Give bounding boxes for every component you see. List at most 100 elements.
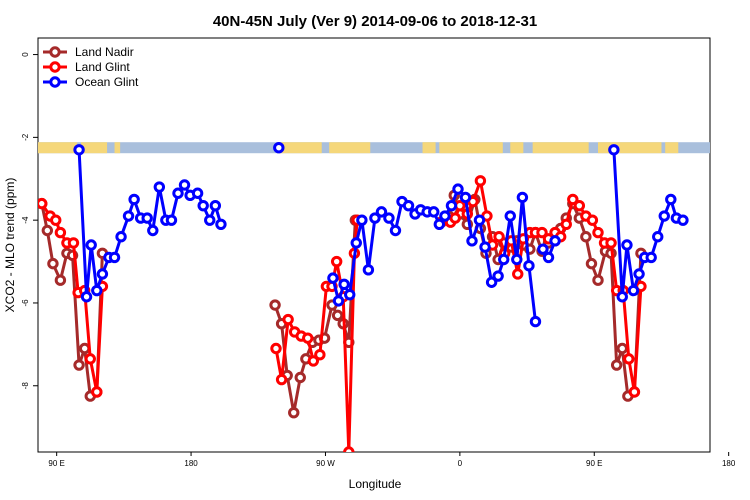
data-point-land-glint [38, 197, 48, 210]
data-point-land-glint [67, 237, 80, 249]
legend-label-ocean-glint: Ocean Glint [75, 75, 139, 89]
land-strip-segment [439, 142, 503, 154]
data-point-land-glint [282, 313, 294, 326]
data-point-ocean-glint [652, 231, 664, 243]
data-point-ocean-glint [529, 315, 542, 328]
data-point-ocean-glint [542, 251, 555, 264]
data-point-ocean-glint [402, 199, 415, 212]
land-strip-segment [510, 142, 524, 154]
land-strip-segment [598, 142, 662, 154]
y-tick-label: -6 [21, 299, 30, 307]
y-tick-label: -8 [21, 382, 30, 390]
land-strip-segment [80, 142, 108, 154]
data-point-ocean-glint [473, 214, 486, 226]
data-point-ocean-glint [338, 278, 350, 291]
data-point-ocean-glint [511, 253, 523, 266]
data-point-ocean-glint [504, 210, 516, 222]
data-point-land-nadir [294, 371, 306, 384]
data-point-land-nadir [585, 257, 598, 270]
data-point-ocean-glint [616, 291, 628, 303]
land-strip-segment [532, 142, 589, 154]
data-point-land-glint [343, 446, 355, 452]
data-point-ocean-glint [273, 142, 285, 154]
data-point-ocean-glint [633, 268, 645, 280]
data-point-ocean-glint [537, 243, 549, 255]
data-point-ocean-glint [523, 260, 535, 272]
data-point-ocean-glint [147, 224, 159, 237]
data-point-ocean-glint [215, 218, 227, 231]
data-point-ocean-glint [344, 288, 356, 301]
x-tick-label: 180 [722, 459, 736, 468]
data-point-land-glint [330, 255, 343, 268]
data-point-ocean-glint [516, 191, 529, 204]
series-layer [38, 142, 689, 452]
data-point-ocean-glint [492, 270, 504, 282]
data-point-ocean-glint [96, 268, 109, 280]
data-point-land-glint [302, 332, 314, 344]
y-tick-label: -2 [21, 133, 30, 141]
land-strip-segment [329, 142, 371, 154]
data-point-ocean-glint [677, 214, 689, 226]
data-point-ocean-glint [375, 206, 388, 218]
data-point-ocean-glint [452, 183, 464, 195]
data-point-land-glint [449, 212, 461, 224]
data-point-ocean-glint [141, 212, 153, 224]
data-point-ocean-glint [350, 237, 362, 249]
data-point-ocean-glint [608, 144, 620, 156]
legend-marker-land-nadir [49, 46, 61, 58]
land-ocean-strip [38, 142, 710, 154]
data-point-land-glint [474, 175, 487, 187]
data-point-land-nadir [580, 231, 592, 243]
chart-title: 40N-45N July (Ver 9) 2014-09-06 to 2018-… [213, 13, 537, 30]
data-point-ocean-glint [389, 224, 402, 237]
data-point-land-nadir [616, 342, 628, 355]
land-strip-segment [276, 142, 322, 154]
data-point-ocean-glint [191, 187, 204, 199]
data-point-ocean-glint [197, 199, 209, 212]
x-tick-label: 90 E [48, 459, 64, 468]
data-point-ocean-glint [165, 214, 178, 226]
x-tick-label: 90 E [586, 459, 602, 468]
data-point-ocean-glint [439, 210, 451, 222]
data-point-land-glint [84, 353, 96, 365]
data-point-land-nadir [54, 274, 67, 286]
plot-frame [37, 37, 711, 453]
data-point-ocean-glint [80, 291, 93, 303]
data-point-ocean-glint [445, 199, 458, 212]
x-tick-label: 180 [184, 459, 198, 468]
data-point-land-glint [91, 386, 103, 398]
data-point-ocean-glint [383, 212, 395, 224]
data-point-ocean-glint [362, 264, 375, 276]
data-point-ocean-glint [178, 179, 191, 191]
data-point-land-nadir [592, 274, 604, 286]
data-point-land-glint [567, 193, 579, 206]
data-point-land-glint [605, 237, 617, 249]
data-point-ocean-glint [459, 191, 472, 204]
land-strip-segment [422, 142, 436, 154]
data-point-ocean-glint [369, 212, 381, 224]
data-point-ocean-glint [479, 241, 491, 253]
land-strip-segment [38, 142, 78, 154]
data-point-ocean-glint [428, 206, 440, 218]
data-point-land-glint [560, 218, 572, 231]
legend-label-land-glint: Land Glint [75, 60, 130, 74]
y-axis-title: XCO2 - MLO trend (ppm) [3, 178, 17, 313]
data-point-land-glint [307, 355, 320, 367]
data-point-land-glint [586, 214, 599, 226]
data-point-ocean-glint [108, 251, 121, 264]
data-point-ocean-glint [498, 253, 510, 266]
data-point-ocean-glint [122, 210, 135, 222]
data-point-ocean-glint [658, 210, 670, 222]
data-point-land-nadir [41, 224, 54, 237]
data-point-land-nadir [73, 359, 85, 371]
series-ocean-glint [73, 142, 689, 328]
data-point-land-glint [54, 226, 67, 239]
data-point-land-nadir [331, 309, 344, 322]
data-point-land-glint [623, 353, 635, 365]
y-axis: 0 -2 -4 -6 -8 [21, 52, 38, 390]
y-tick-label: -4 [21, 216, 30, 224]
data-point-ocean-glint [128, 193, 140, 206]
legend-label-land-nadir: Land Nadir [75, 45, 134, 59]
data-point-ocean-glint [627, 284, 640, 297]
data-point-ocean-glint [621, 239, 633, 251]
